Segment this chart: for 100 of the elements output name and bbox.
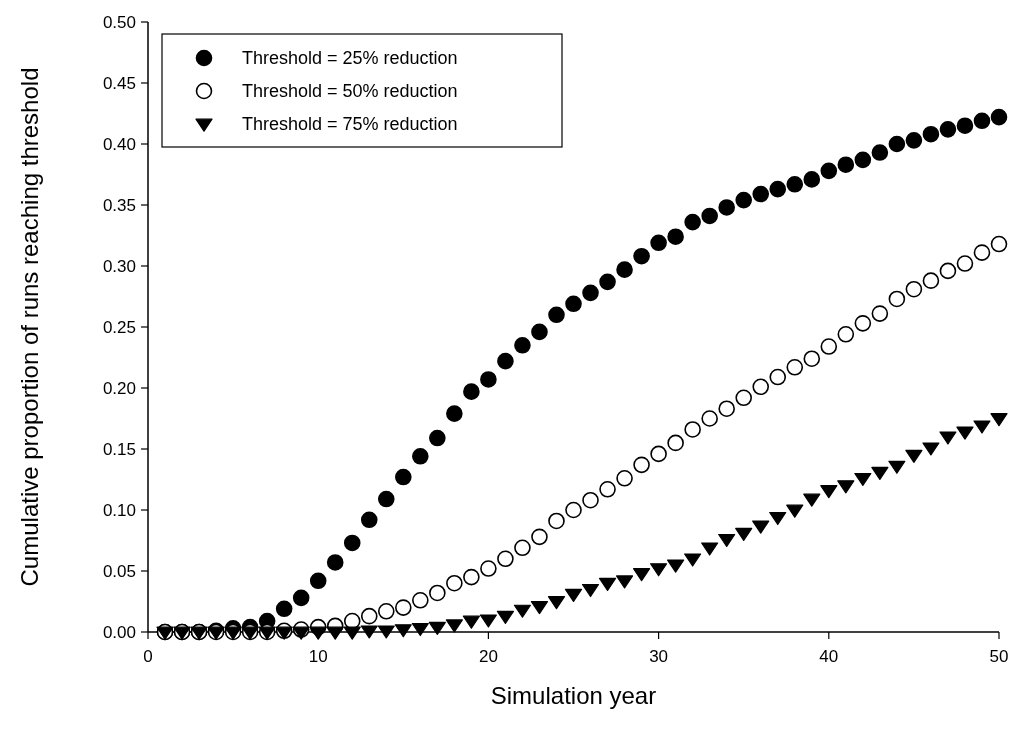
y-axis-title: Cumulative proportion of runs reaching threshold <box>16 67 43 587</box>
point <box>412 591 429 609</box>
legend-label: Threshold = 50% reduction <box>242 81 458 102</box>
point <box>973 244 991 261</box>
legend-label: Threshold = 75% reduction <box>242 114 458 135</box>
point <box>871 305 889 322</box>
point <box>428 621 446 635</box>
point <box>701 542 719 556</box>
point <box>616 469 633 487</box>
x-tick-label: 50 <box>989 647 1009 666</box>
point <box>531 323 548 341</box>
point <box>769 511 787 526</box>
point <box>275 626 293 640</box>
point <box>718 199 735 216</box>
point <box>973 420 991 434</box>
point <box>377 625 395 639</box>
point <box>479 614 497 628</box>
point <box>480 371 497 388</box>
point <box>650 445 667 463</box>
point <box>462 615 480 629</box>
point <box>445 619 463 633</box>
y-tick-label: 0.50 <box>102 12 136 32</box>
point <box>599 480 616 498</box>
point <box>530 600 549 615</box>
point <box>395 599 412 616</box>
y-tick-label: 0.45 <box>102 73 136 93</box>
point <box>446 405 463 422</box>
point <box>343 534 361 552</box>
point <box>803 350 821 368</box>
point <box>411 622 429 637</box>
y-tick-label: 0.40 <box>102 134 136 154</box>
point <box>548 512 565 530</box>
point <box>514 539 531 557</box>
point <box>990 413 1008 427</box>
point <box>343 612 361 630</box>
point <box>463 568 480 586</box>
point <box>581 583 600 598</box>
point <box>360 607 378 625</box>
point <box>547 596 566 610</box>
point <box>684 421 701 438</box>
point <box>582 284 599 302</box>
point <box>326 554 344 571</box>
y-tick-label: 0.25 <box>102 317 136 337</box>
point <box>905 132 923 149</box>
point <box>326 626 344 640</box>
point <box>446 574 463 592</box>
point <box>786 175 804 193</box>
point <box>820 162 838 180</box>
point <box>786 504 804 518</box>
point <box>735 191 752 209</box>
point <box>598 577 617 591</box>
point <box>616 261 633 278</box>
x-tick-label: 30 <box>649 647 669 666</box>
point <box>463 383 480 400</box>
point <box>854 151 872 169</box>
point <box>650 563 668 577</box>
point <box>565 501 582 519</box>
point <box>701 207 718 225</box>
point <box>973 112 991 130</box>
point <box>684 213 701 231</box>
point <box>769 368 787 386</box>
point <box>837 480 855 494</box>
point <box>922 272 940 289</box>
point <box>990 108 1008 126</box>
point <box>871 144 889 161</box>
point <box>820 485 838 499</box>
point <box>667 434 684 452</box>
point <box>786 358 804 376</box>
x-tick-label: 0 <box>143 647 153 666</box>
point <box>514 337 531 354</box>
point <box>820 338 838 355</box>
point <box>837 156 855 174</box>
point <box>343 626 361 640</box>
point <box>718 400 735 418</box>
point <box>701 410 718 427</box>
point <box>956 117 974 134</box>
point <box>633 456 650 474</box>
point <box>939 431 957 445</box>
point <box>888 290 906 308</box>
point <box>939 262 957 280</box>
point <box>922 442 940 456</box>
y-tick-label: 0.15 <box>102 439 136 459</box>
point <box>888 135 906 153</box>
point <box>735 389 752 407</box>
point <box>309 626 327 640</box>
point <box>275 600 293 618</box>
point <box>752 520 770 534</box>
point <box>412 448 429 465</box>
legend-label: Threshold = 25% reduction <box>242 48 458 69</box>
point <box>531 528 548 546</box>
y-tick-label: 0.20 <box>102 378 136 398</box>
point <box>360 511 378 529</box>
y-tick-label: 0.05 <box>102 561 136 581</box>
point <box>735 527 753 541</box>
point <box>394 624 412 638</box>
point <box>650 234 667 252</box>
point <box>309 572 327 590</box>
point <box>497 550 514 568</box>
point <box>854 315 872 332</box>
y-tick-label: 0.30 <box>102 256 136 276</box>
